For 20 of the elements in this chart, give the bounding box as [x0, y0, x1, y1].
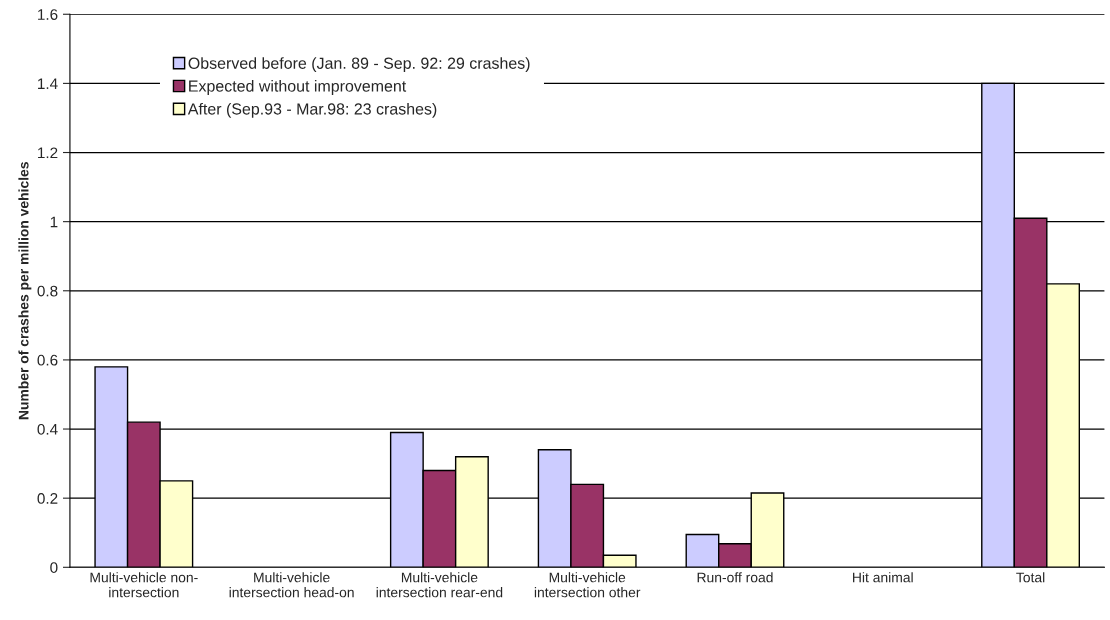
y-tick-label: 0.8 [37, 285, 58, 297]
y-tick-label: 0.2 [37, 493, 58, 504]
x-tick-label: Multi-vehicle intersection rear-end [376, 572, 503, 598]
y-tick-label: 0.6 [37, 354, 58, 366]
y-tick-label: 1.2 [38, 147, 58, 159]
y-tick-label: 0.4 [37, 423, 58, 435]
legend-label: Observed before (Jan. 89 - Sep. 92: 29 crashes) [188, 57, 530, 73]
y-tick-label: 1.4 [38, 78, 58, 89]
y-tick-label: 0 [50, 562, 58, 573]
x-tick-label: Multi-vehicle intersection other [534, 572, 641, 598]
y-tick-label: 1.6 [38, 9, 58, 20]
x-tick-label: Multi-vehicle intersection head-on [229, 572, 354, 598]
y-axis-title: Number of crashes per million vehicles [18, 162, 32, 420]
legend-label: After (Sep.93 - Mar.98: 23 crashes) [187, 102, 437, 118]
x-tick-label: Multi-vehicle non- intersection [90, 572, 198, 598]
legend-label: Expected without improvement [189, 80, 407, 95]
y-tick-label: 1 [50, 216, 58, 228]
x-tick-label: Hit animal [853, 572, 913, 583]
x-tick-label: Total [1016, 572, 1045, 583]
x-tick-label: Run-off road [697, 572, 773, 583]
